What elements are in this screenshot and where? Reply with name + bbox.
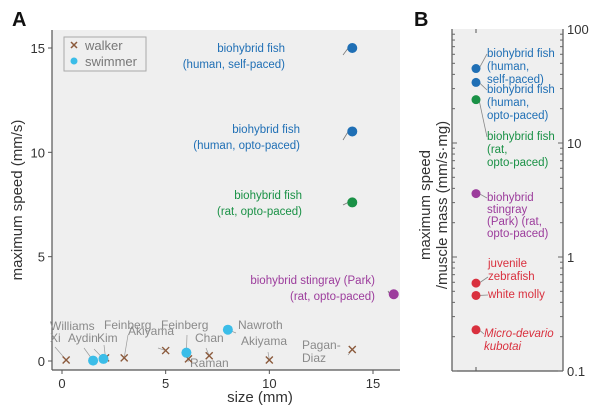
- x-tick-label-a: 5: [162, 376, 169, 391]
- walker-point: [62, 355, 71, 364]
- y-tick-label-a: 0: [38, 354, 45, 369]
- y-axis-label-b: maximum speed/muscle mass (mm/s·mg): [417, 121, 451, 289]
- point-label: Feinberg: [104, 318, 151, 332]
- leader-line-b: [478, 276, 489, 284]
- point-label-b: biohybrid stingray (Park) (rat, opto-paced): [487, 192, 549, 240]
- x-tick-label-a: 10: [262, 376, 276, 391]
- data-point-b: [471, 189, 481, 199]
- point-label: Akiyama: [128, 324, 174, 338]
- swimmer-point: [222, 324, 233, 335]
- highlight-point: [347, 43, 358, 53]
- swimmer-point: [98, 353, 109, 364]
- swimmer-point: [181, 347, 192, 358]
- point-label: Pagan-Diaz: [302, 338, 341, 365]
- legend-swimmer: swimmer: [85, 54, 138, 69]
- point-label: Chan: [195, 331, 224, 345]
- x-tick-label-a: 0: [58, 376, 65, 391]
- panel-a-label: A: [12, 9, 26, 31]
- x-axis-label-a: size (mm): [227, 389, 293, 406]
- highlight-label: biohybrid stingray (Park) (rat, opto-pace…: [250, 275, 375, 303]
- leader-line: [342, 47, 349, 56]
- swimmer-point: [88, 355, 99, 366]
- leader-line-b: [478, 99, 488, 138]
- data-point-b: [471, 77, 481, 87]
- y-axis-label-a: maximum speed (mm/s): [9, 120, 26, 281]
- point-label: Nawroth: [238, 318, 283, 332]
- y-tick-label-b: 10: [567, 136, 581, 151]
- x-tick-label-a: 15: [366, 376, 380, 391]
- data-point-b: [471, 325, 481, 335]
- point-label: Raman: [190, 356, 229, 370]
- leader-line: [123, 334, 129, 358]
- point-label-b: white molly: [487, 289, 545, 301]
- walker-point: [120, 353, 129, 362]
- legend-walker: walker: [84, 38, 123, 53]
- y-tick-label-b: 1: [567, 250, 574, 265]
- data-point-b: [471, 290, 481, 300]
- walker-point: [348, 345, 357, 354]
- leader-line: [342, 131, 349, 141]
- data-point-b: [471, 64, 481, 74]
- y-tick-label-a: 5: [38, 250, 45, 265]
- panel-b: 0.1 1 10 100 maximum speed/muscle mass (mm/s…: [417, 22, 589, 379]
- y-tick-label-b: 0.1: [567, 364, 585, 379]
- data-point-b: [471, 278, 481, 288]
- point-label: Aydin: [68, 331, 98, 345]
- highlight-label: biohybrid fish (human, self-paced): [183, 43, 285, 71]
- plot-area-b: [452, 29, 563, 371]
- panel-a: 0 5 10 15 0 5 10 15 size (mm) maximum speed (mm/s…: [9, 30, 400, 406]
- highlight-point: [347, 126, 358, 137]
- data-point-b: [471, 95, 481, 105]
- y-tick-label-b: 100: [567, 22, 589, 37]
- walker-point: [205, 351, 214, 360]
- highlight-point: [347, 197, 358, 208]
- panel-b-label: B: [414, 9, 428, 31]
- point-label: Williams: [50, 319, 95, 333]
- point-label: Xi: [50, 331, 61, 345]
- y-tick-label-a: 10: [31, 145, 45, 160]
- swimmer-marker-icon: [70, 57, 78, 65]
- walker-point: [265, 355, 274, 364]
- leader-line-b: [478, 82, 488, 91]
- highlight-label: biohybrid fish (human, opto-paced): [193, 124, 300, 152]
- walker-point: [161, 346, 170, 355]
- point-label: Kim: [97, 331, 118, 345]
- legend-box: [63, 36, 147, 72]
- point-label-b: juvenile zebrafish: [487, 258, 535, 283]
- point-label-b: biohybrid fish (rat, opto-paced): [487, 131, 555, 169]
- y-tick-label-a: 15: [31, 41, 45, 56]
- plot-area-a: [52, 30, 400, 370]
- walker-marker-icon: [70, 41, 78, 49]
- highlight-label: biohybrid fish (rat, opto-paced): [217, 190, 302, 218]
- leader-line-b: [478, 53, 488, 69]
- leader-line: [267, 351, 270, 361]
- point-label-b: biohybrid fish (human, self-paced): [487, 48, 555, 86]
- point-label-b: biohybrid fish (human, opto-paced): [487, 84, 555, 122]
- point-label: Feinberg: [161, 318, 208, 332]
- point-label-b: Micro-devario kubotai: [484, 328, 554, 353]
- highlight-point: [388, 289, 399, 300]
- point-label: Akiyama: [241, 334, 287, 348]
